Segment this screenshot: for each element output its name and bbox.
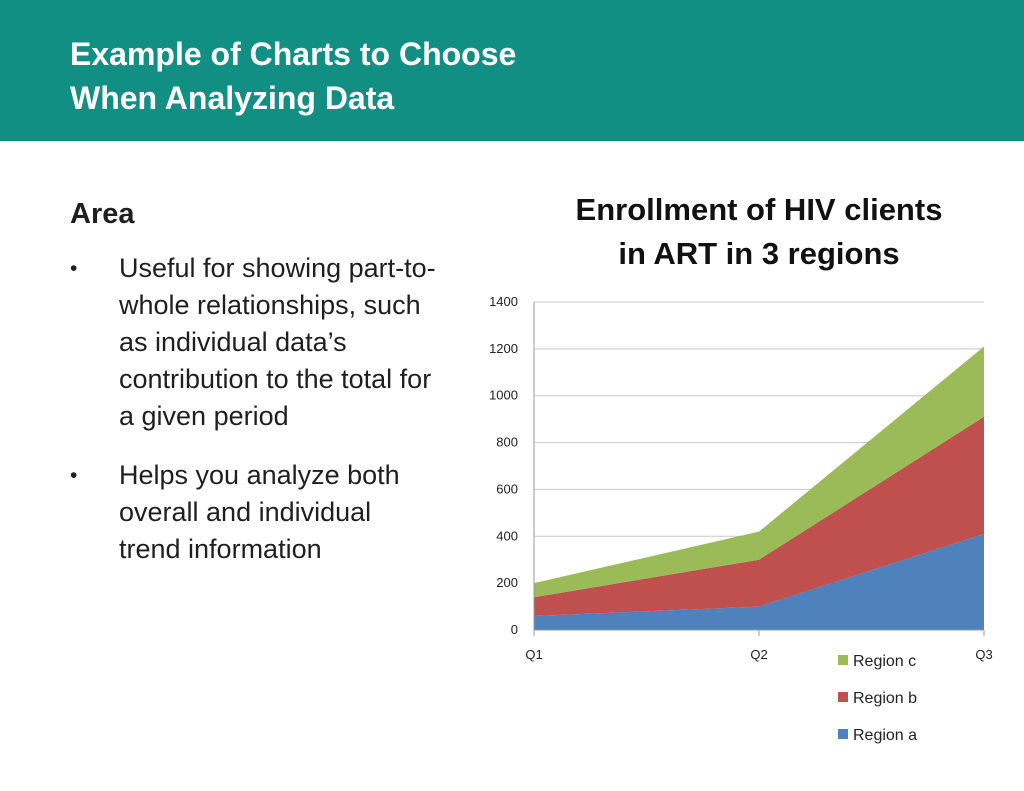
y-tick-label: 400: [496, 528, 518, 543]
bullet-text: Useful for showing part-to-whole relatio…: [119, 253, 436, 431]
y-tick-label: 0: [511, 622, 518, 637]
bullet-marker: •: [70, 257, 78, 280]
bullet-text: Helps you analyze both overall and indiv…: [119, 460, 400, 564]
legend-swatch: [838, 729, 848, 739]
chart-title-line-2: in ART in 3 regions: [618, 236, 900, 271]
area-series-region-b: [534, 416, 984, 616]
slide-title: Example of Charts to Choose When Analyzi…: [70, 32, 516, 120]
area-series-region-c: [534, 346, 984, 598]
legend-swatch: [838, 692, 848, 702]
legend-label: Region b: [853, 690, 917, 707]
y-tick-label: 200: [496, 575, 518, 590]
y-tick-label: 1200: [489, 341, 518, 356]
x-tick-label: Q3: [975, 647, 992, 662]
legend-label: Region a: [853, 727, 917, 744]
y-tick-label: 1400: [489, 294, 518, 309]
slide-title-line-1: Example of Charts to Choose: [70, 36, 517, 72]
area-chart: 0 200 400 600 800 1000 1200 1400 Q1 Q2 Q3 Region c R…: [489, 294, 993, 744]
slide-title-line-2: When Analyzing Data: [70, 80, 395, 116]
legend-label: Region c: [853, 653, 916, 670]
bullet-item: • Useful for showing part-to-whole relat…: [70, 250, 450, 435]
x-tick-label: Q2: [750, 647, 767, 662]
chart-title-line-1: Enrollment of HIV clients: [575, 192, 943, 227]
y-tick-label: 1000: [489, 388, 518, 403]
bullet-item: • Helps you analyze both overall and ind…: [70, 457, 450, 568]
x-tick-label: Q1: [525, 647, 542, 662]
section-title: Area: [70, 198, 135, 230]
chart-title: Enrollment of HIV clients in ART in 3 re…: [520, 188, 998, 276]
header-bar: Example of Charts to Choose When Analyzi…: [0, 0, 1024, 141]
bullet-marker: •: [70, 464, 78, 487]
area-series-region-a: [534, 533, 984, 630]
y-tick-label: 600: [496, 481, 518, 496]
content-column: Area • Useful for showing part-to-whole …: [70, 196, 450, 590]
legend-swatch: [838, 655, 848, 665]
y-tick-label: 800: [496, 435, 518, 450]
